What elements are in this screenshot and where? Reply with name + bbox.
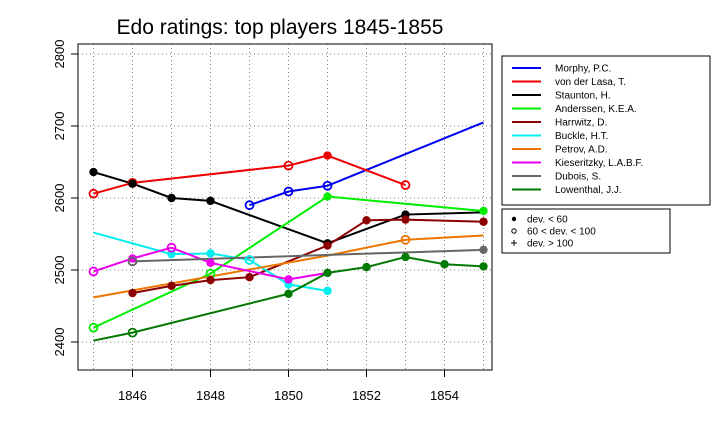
- y-tick-label: 2400: [52, 328, 67, 357]
- data-point: [322, 180, 333, 191]
- x-axis: 1846 1848 1850 1852 1854: [118, 369, 459, 403]
- data-point: [206, 258, 215, 267]
- legend-label: Lowenthal, J.J.: [555, 185, 622, 196]
- data-point: [245, 273, 254, 282]
- data-point: [323, 286, 332, 296]
- series-line: [132, 218, 484, 295]
- legend-label: Petrov, A.D.: [555, 145, 608, 156]
- data-point: [479, 217, 488, 226]
- legend-label: Morphy, P.C.: [555, 64, 611, 75]
- legend-label: Anderssen, K.E.A.: [555, 104, 637, 115]
- marker-legend-symbol: [511, 228, 517, 234]
- y-tick-label: 2700: [52, 112, 67, 141]
- data-point: [244, 200, 255, 211]
- data-point: [167, 281, 176, 291]
- series-line: [93, 154, 406, 195]
- y-tick-label: 2600: [52, 184, 67, 213]
- legend-label: von der Lasa, T.: [555, 77, 626, 88]
- data-point: [323, 268, 332, 278]
- series-line: [132, 248, 484, 263]
- data-point: [206, 275, 215, 285]
- data-point: [88, 266, 99, 277]
- series-line: [93, 195, 484, 329]
- data-point: [127, 327, 138, 338]
- legend-label: Harrwitz, D.: [555, 118, 607, 129]
- data-point: [400, 180, 411, 190]
- data-point: [284, 275, 293, 284]
- marker-layer: [88, 151, 488, 338]
- y-tick-label: 2800: [52, 40, 67, 69]
- data-point: [323, 192, 332, 201]
- data-point: [479, 245, 488, 255]
- series-line: [93, 256, 484, 342]
- legend-label: Buckle, H.T.: [555, 131, 608, 142]
- data-point: [400, 234, 411, 245]
- series-line: [93, 246, 328, 281]
- data-point: [206, 249, 215, 258]
- marker-legend-label: dev. < 60: [527, 215, 568, 226]
- data-point: [323, 151, 332, 160]
- y-tick-label: 2500: [52, 256, 67, 285]
- data-point: [283, 160, 294, 171]
- data-point: [479, 206, 488, 216]
- data-point: [401, 252, 410, 262]
- data-point: [128, 288, 137, 298]
- x-tick-label: 1846: [118, 388, 147, 403]
- data-point: [440, 260, 449, 269]
- data-point: [362, 216, 371, 225]
- marker-legend-symbol: [511, 216, 517, 222]
- x-tick-label: 1848: [196, 388, 225, 403]
- data-point: [401, 215, 410, 224]
- series-legend: Morphy, P.C. von der Lasa, T. Staunton, H.…: [501, 55, 711, 206]
- marker-legend-symbol: [511, 240, 517, 246]
- x-tick-label: 1854: [430, 388, 459, 403]
- legend-label: Kieseritzky, L.A.B.F.: [555, 158, 643, 169]
- legend-label: Staunton, H.: [555, 91, 611, 102]
- data-point: [127, 256, 138, 267]
- x-tick-label: 1850: [274, 388, 303, 403]
- data-point: [167, 193, 176, 203]
- x-tick-label: 1852: [352, 388, 381, 403]
- data-point: [88, 188, 99, 199]
- data-point: [128, 179, 137, 188]
- chart-title: Edo ratings: top players 1845-1855: [117, 16, 444, 39]
- marker-legend-label: 60 < dev. < 100: [527, 227, 596, 238]
- data-point: [206, 196, 215, 206]
- legend-label: Dubois, S.: [555, 172, 601, 183]
- data-point: [283, 186, 294, 197]
- data-point: [284, 289, 293, 298]
- data-point: [362, 262, 371, 272]
- data-point: [89, 167, 98, 177]
- y-axis: 2400 2500 2600 2700 2800: [52, 40, 79, 357]
- series-layer: [93, 121, 484, 342]
- data-point: [166, 242, 177, 253]
- data-point: [479, 262, 488, 271]
- series-line: [249, 121, 484, 207]
- data-point: [88, 322, 99, 333]
- marker-legend-label: dev. > 100: [527, 239, 574, 250]
- marker-legend-box: [501, 208, 671, 254]
- data-point: [323, 241, 332, 250]
- grid: [78, 44, 492, 370]
- data-point: [244, 255, 255, 265]
- data-point: [167, 249, 176, 259]
